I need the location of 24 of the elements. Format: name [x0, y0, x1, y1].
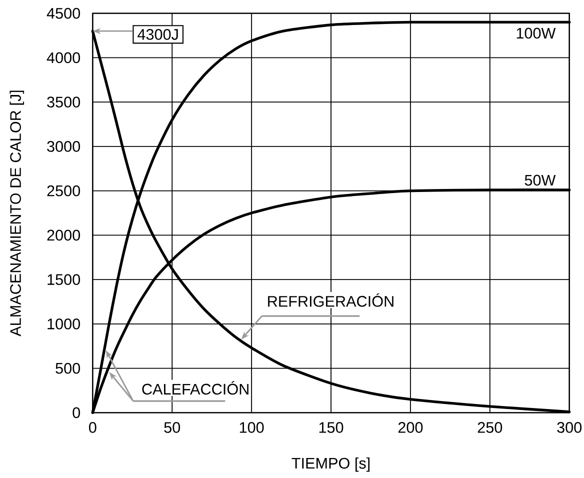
series-label: 100W	[516, 28, 556, 39]
y-tick-label: 2000	[47, 230, 80, 241]
series-label: 50W	[524, 174, 556, 186]
x-tick-label: 100	[240, 422, 264, 433]
y-tick-label: 500	[56, 362, 80, 374]
y-tick-label: 4500	[46, 8, 80, 19]
x-tick-label: 150	[319, 422, 344, 433]
y-tick-label: 2500	[47, 185, 80, 196]
x-tick-label: 50	[164, 422, 180, 433]
y-tick-label: 4000	[46, 52, 80, 64]
annotation: 4300J	[138, 28, 178, 40]
y-tick-label: 1500	[48, 274, 80, 285]
y-tick-label: 0	[72, 407, 80, 418]
x-tick-label: 300	[557, 422, 582, 433]
x-tick-label: 200	[398, 422, 423, 433]
y-tick-label: 3500	[47, 96, 80, 108]
text: REFRIGERACIÓN	[268, 293, 394, 307]
x-tick-label: 0	[89, 422, 96, 433]
y-tick-label: 1000	[48, 318, 80, 330]
y-axis-title: ALMACENAMIENTO DE CALOR [J]	[10, 90, 24, 336]
annotation: CALEFACCIÓN	[142, 381, 248, 395]
x-axis-title: TIEMPO [s]	[292, 457, 370, 472]
x-tick-label: 250	[478, 422, 502, 433]
y-tick-label: 3000	[47, 141, 80, 152]
